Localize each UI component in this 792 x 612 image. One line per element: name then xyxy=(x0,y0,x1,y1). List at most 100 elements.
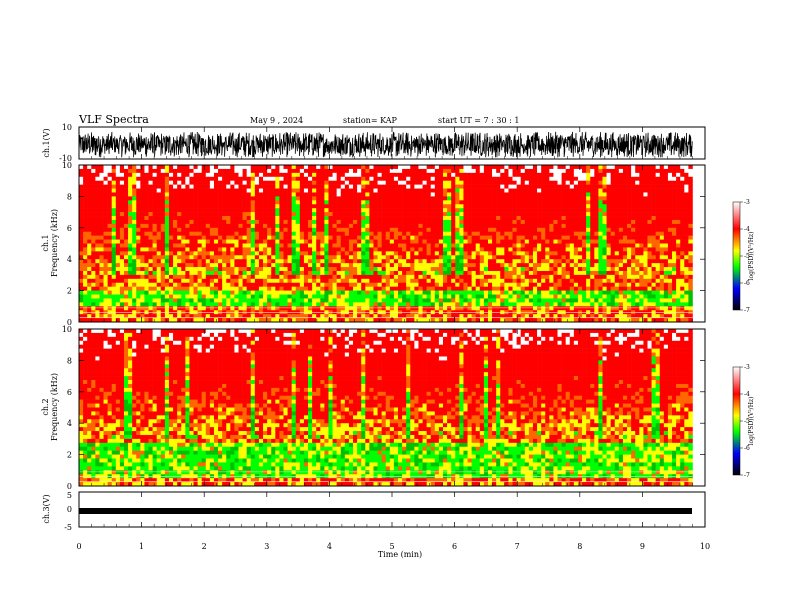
ch1-spectrogram-cell xyxy=(107,235,113,240)
ch1-spectrogram-cell xyxy=(447,204,452,209)
ch1-spectrogram-cell xyxy=(201,294,207,299)
ch1-spectrogram-cell xyxy=(389,212,395,217)
ch1-spectrogram-cell xyxy=(136,192,141,197)
ch1-spectrogram-cell xyxy=(369,243,374,248)
ch1-spectrogram-cell xyxy=(520,302,526,307)
ch1-spectrogram-cell xyxy=(205,247,211,252)
ch1-spectrogram-cell xyxy=(402,176,407,181)
ch1-spectrogram-cell xyxy=(532,278,538,284)
ch1-spectrogram-cell xyxy=(377,223,382,229)
ch1-spectrogram-cell xyxy=(524,255,530,260)
ch1-spectrogram-cell xyxy=(422,290,427,295)
ch1-spectrogram-cell xyxy=(111,204,117,209)
ch1-spectrogram-cell xyxy=(557,298,562,303)
ch1-spectrogram-cell xyxy=(177,294,182,299)
ch1-spectrogram-cell xyxy=(308,227,313,233)
ch1-spectrogram-cell xyxy=(242,208,247,213)
ch1-spectrogram-cell xyxy=(361,302,366,307)
ch1-spectrogram-cell xyxy=(357,200,362,205)
ch1-spectrogram-cell xyxy=(340,251,346,256)
ch1-spectrogram-cell xyxy=(487,184,493,189)
ch1-spectrogram-cell xyxy=(308,172,313,178)
ch1-spectrogram-cell xyxy=(426,196,432,201)
ch1-spectrogram-cell xyxy=(557,227,562,233)
ch1-spectrogram-cell xyxy=(230,168,235,174)
ch1-spectrogram-cell xyxy=(418,188,423,193)
ch1-spectrogram-cell xyxy=(295,302,301,307)
ch1-spectrogram-cell xyxy=(185,196,190,201)
ch1-spectrogram-cell xyxy=(303,212,309,217)
ch1-spectrogram-cell xyxy=(275,290,280,295)
ch1-spectrogram-cell xyxy=(91,259,96,264)
ch1-spectrogram-cell xyxy=(324,282,329,287)
ch1-spectrogram-cell xyxy=(168,274,174,280)
ch1-spectrogram-cell xyxy=(246,239,252,244)
ch1-spectrogram-cell xyxy=(128,231,133,236)
ch1-spectrogram-cell xyxy=(344,270,350,276)
ch1-spectrogram-cell xyxy=(148,188,153,193)
ch1-spectrogram-cell xyxy=(418,172,423,178)
ch1-spectrogram-cell xyxy=(299,200,305,205)
ch1-spectrogram-cell xyxy=(246,196,252,201)
ch1-spectrogram-cell xyxy=(532,192,538,197)
ch1-spectrogram-cell xyxy=(377,270,382,276)
ch1-spectrogram-cell xyxy=(406,314,411,319)
ch1-spectrogram-cell xyxy=(348,184,354,189)
ch1-spectrogram-cell xyxy=(406,165,411,170)
ch1-spectrogram-cell xyxy=(524,172,530,178)
ch1-spectrogram-cell xyxy=(402,274,407,280)
ch1-spectrogram-cell xyxy=(144,196,149,201)
ch1-spectrogram-cell xyxy=(254,200,260,205)
ch1-spectrogram-cell xyxy=(389,263,395,268)
ch1-spectrogram-cell xyxy=(308,286,313,291)
ch1-spectrogram-cell xyxy=(443,192,448,197)
ch1-spectrogram-cell xyxy=(549,294,554,299)
ch1-spectrogram-cell xyxy=(111,318,117,323)
ch1-spectrogram-cell xyxy=(496,196,501,201)
ch1-spectrogram-cell xyxy=(275,274,280,280)
ch1-spectrogram-cell xyxy=(238,168,243,174)
ch1-spectrogram-cell xyxy=(398,212,403,217)
ch1-spectrogram-cell xyxy=(303,172,309,178)
ch1-spectrogram-cell xyxy=(123,168,129,174)
ch1-spectrogram-cell xyxy=(234,204,239,209)
ch1-spectrogram-cell xyxy=(140,247,145,252)
ch1-spectrogram-cell xyxy=(553,227,558,233)
ch1-spectrogram-cell xyxy=(258,176,264,181)
ch1-spectrogram-cell xyxy=(348,259,354,264)
ch1-spectrogram-cell xyxy=(422,314,427,319)
ch1-spectrogram-cell xyxy=(340,298,346,303)
ch1-spectrogram-cell xyxy=(520,192,526,197)
ch1-spectrogram-cell xyxy=(577,290,583,295)
ch1-spectrogram-cell xyxy=(340,219,346,225)
ch1-spectrogram-cell xyxy=(557,259,562,264)
ch1-spectrogram-cell xyxy=(254,282,260,287)
ch1-spectrogram-cell xyxy=(500,286,505,291)
ch1-spectrogram-cell xyxy=(287,251,292,256)
ch1-spectrogram-cell xyxy=(283,243,288,248)
ch1-spectrogram-cell xyxy=(263,184,268,189)
ch1-spectrogram-cell xyxy=(156,274,162,280)
ch1-spectrogram-cell xyxy=(295,227,301,233)
ch1-spectrogram-cell xyxy=(483,294,489,299)
ch1-spectrogram-cell xyxy=(332,212,337,217)
ch1-spectrogram-cell xyxy=(140,282,145,287)
ch1-spectrogram-cell xyxy=(185,286,190,291)
ch1-spectrogram-cell xyxy=(357,247,362,252)
ch1-spectrogram-cell xyxy=(512,270,517,276)
ch1-spectrogram-cell xyxy=(336,172,342,178)
ch1-spectrogram-cell xyxy=(111,180,117,185)
ch1-spectrogram-cell xyxy=(463,298,468,303)
ch1-spectrogram-cell xyxy=(254,172,260,178)
ch1-spectrogram-cell xyxy=(144,298,149,303)
ch1-spectrogram-cell xyxy=(357,184,362,189)
ch1-spectrogram-cell xyxy=(537,302,542,307)
ch1-spectrogram-cell xyxy=(471,227,477,233)
ch1-spectrogram-cell xyxy=(99,196,104,201)
ch1-spectrogram-cell xyxy=(79,278,84,284)
ch1-spectrogram-cell xyxy=(148,263,153,268)
ch1-spectrogram-cell xyxy=(111,282,117,287)
ch1-spectrogram-cell xyxy=(492,286,497,291)
ch1-spectrogram-cell xyxy=(287,243,292,248)
ch1-spectrogram-cell xyxy=(193,196,198,201)
